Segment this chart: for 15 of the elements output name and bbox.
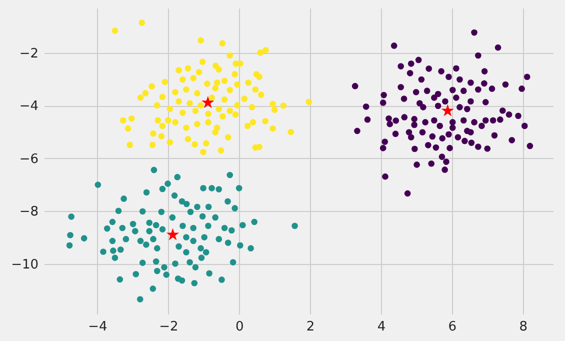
x-tick-label: 2 [306, 320, 315, 334]
x-tick-label: −4 [88, 320, 108, 334]
x-tick-label: 0 [235, 320, 244, 334]
x-tick-label: 6 [448, 320, 457, 334]
x-tick-label: 4 [377, 320, 386, 334]
x-tick-label: 8 [519, 320, 528, 334]
y-tick-label: −6 [19, 152, 38, 167]
y-tick-label: −4 [19, 99, 38, 114]
y-tick-label: −10 [11, 257, 38, 272]
point [201, 96, 214, 108]
point [166, 228, 180, 240]
y-tick-label: −8 [19, 204, 38, 220]
point [441, 104, 454, 116]
y-tick-label: −2 [19, 46, 38, 62]
x-tick-label: −2 [159, 320, 178, 334]
